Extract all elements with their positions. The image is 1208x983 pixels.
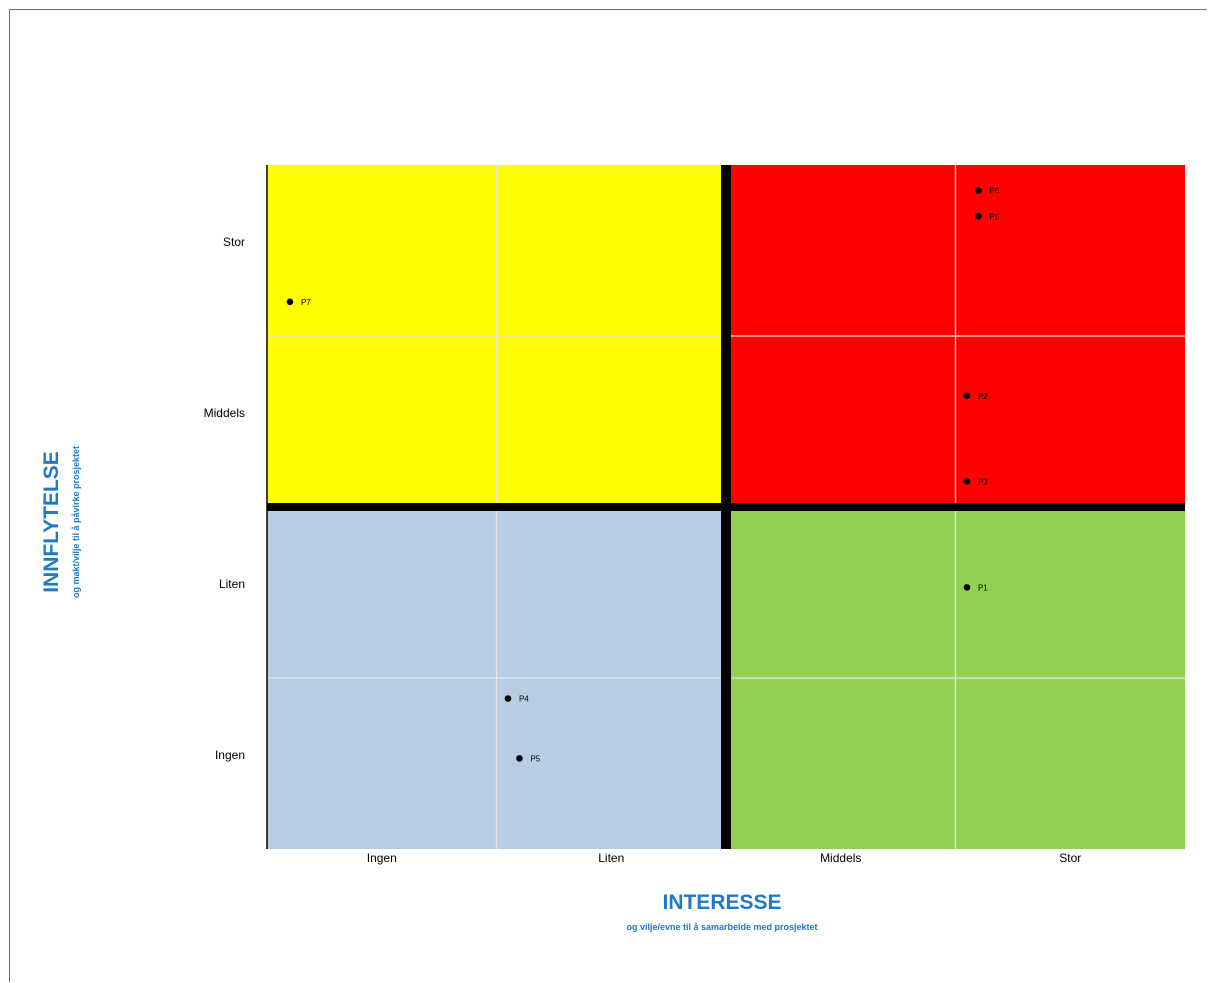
data-points: P1 P2 P3 P4 P5 P6 P6 P7 [286, 187, 1000, 763]
point-label: P7 [301, 298, 311, 307]
point-label: P5 [530, 754, 540, 763]
point-marker [963, 478, 971, 485]
x-tick-label: Middels [820, 851, 861, 865]
x-tick-label: Stor [1059, 851, 1081, 865]
x-tick-label: Ingen [367, 851, 397, 865]
point-label: P3 [978, 477, 988, 486]
y-tick-label: Stor [223, 235, 245, 249]
point-marker [504, 695, 512, 702]
y-axis-subtitle: og makt/vilje til å påvirke prosjektet [71, 446, 81, 598]
y-tick-label: Liten [219, 577, 245, 591]
point-label: P6 [989, 212, 999, 221]
point-marker [975, 213, 982, 220]
point-label: P6 [989, 187, 999, 196]
point-label: P4 [519, 695, 529, 704]
chart-frame [9, 9, 1207, 982]
point-marker [975, 187, 982, 194]
x-tick-labels: Ingen Liten Middels Stor [367, 851, 1082, 865]
y-tick-labels: Ingen Liten Middels Stor [204, 235, 245, 762]
x-axis-title: INTERESSE [662, 891, 781, 914]
x-axis-subtitle: og vilje/evne til å samarbeide med prosj… [626, 922, 817, 932]
point-marker [963, 584, 971, 591]
point-label: P1 [978, 583, 988, 592]
x-tick-label: Liten [598, 851, 624, 865]
point-marker [286, 298, 294, 306]
point-marker [516, 755, 523, 762]
point-marker [963, 392, 971, 400]
y-axis-title: INNFLYTELSE [40, 451, 63, 593]
y-tick-label: Middels [204, 406, 245, 420]
y-tick-label: Ingen [215, 748, 245, 762]
quadrant-dividers [266, 165, 1185, 849]
point-label: P2 [978, 392, 988, 401]
